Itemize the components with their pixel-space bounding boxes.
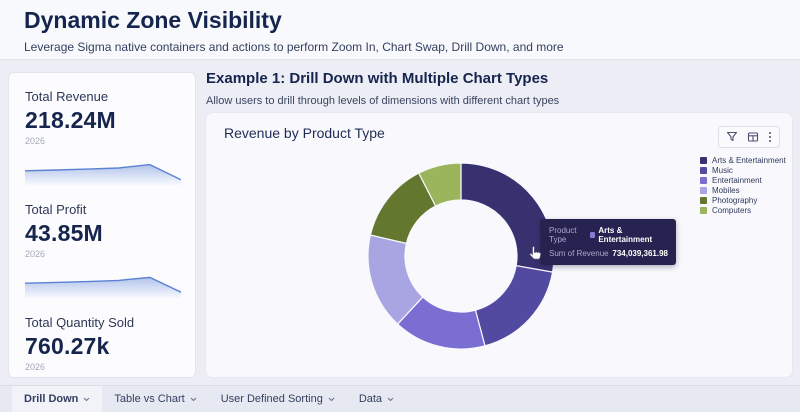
mouse-cursor-hand [528, 246, 542, 266]
tooltip-row-sum-revenue: Sum of Revenue 734,039,361.98 [549, 249, 668, 258]
legend-item[interactable]: Entertainment [700, 176, 786, 185]
kpi-label: Total Revenue [25, 89, 109, 104]
tab-data[interactable]: Data [347, 386, 406, 412]
chart-legend: Arts & Entertainment Music Entertainment… [700, 156, 786, 215]
example-section-subtitle: Allow users to drill through levels of d… [206, 95, 560, 107]
bottom-tab-bar: Drill Down Table vs Chart User Defined S… [0, 385, 800, 412]
tab-table-vs-chart[interactable]: Table vs Chart [102, 386, 208, 412]
tab-user-defined-sorting[interactable]: User Defined Sorting [209, 386, 347, 412]
chart-title: Revenue by Product Type [224, 125, 385, 141]
donut-chart [367, 162, 555, 350]
kebab-menu-icon[interactable] [768, 131, 772, 143]
legend-label: Computers [712, 206, 752, 215]
tab-drill-down[interactable]: Drill Down [12, 386, 103, 412]
tooltip-value: 734,039,361.98 [612, 249, 668, 258]
chevron-down-icon [190, 397, 197, 402]
legend-swatch-arts-entertainment [700, 157, 707, 164]
chevron-down-icon [328, 397, 335, 402]
example-section-title: Example 1: Drill Down with Multiple Char… [206, 70, 549, 87]
tooltip-row-product-type: Product Type Arts & Entertainment [549, 226, 668, 244]
donut-segment-arts-entertainment[interactable] [460, 162, 555, 273]
tooltip-value: Arts & Entertainment [590, 226, 668, 244]
legend-item[interactable]: Computers [700, 206, 786, 215]
revenue-chart-card: Revenue by Product Type Arts & Entertain… [205, 112, 793, 378]
chart-tooltip: Product Type Arts & Entertainment Sum of… [540, 219, 676, 265]
legend-swatch-photography [700, 197, 707, 204]
legend-item[interactable]: Arts & Entertainment [700, 156, 786, 165]
kpi-period: 2026 [25, 362, 46, 372]
legend-item[interactable]: Photography [700, 196, 786, 205]
filter-icon[interactable] [726, 131, 738, 143]
revenue-sparkline-chart [25, 163, 181, 185]
chevron-down-icon [84, 397, 90, 402]
page-title: Dynamic Zone Visibility [24, 7, 282, 33]
kpi-total-profit: Total Profit 43.85M 2026 [25, 202, 181, 298]
legend-swatch-music [700, 167, 707, 174]
chevron-down-icon [387, 397, 394, 402]
chart-toolbar [718, 126, 780, 148]
tooltip-label: Sum of Revenue [549, 249, 609, 258]
donut-segment-music[interactable] [474, 265, 554, 347]
legend-label: Photography [712, 196, 758, 205]
legend-swatch-entertainment [700, 177, 707, 184]
kpi-label: Total Profit [25, 202, 87, 217]
kpi-period: 2026 [25, 136, 46, 146]
tooltip-label: Product Type [549, 226, 577, 244]
legend-label: Music [712, 166, 733, 175]
kpi-label: Total Quantity Sold [25, 315, 135, 330]
kpi-sidebar-card: Total Revenue 218.24M 2026 Total Profit … [8, 72, 196, 411]
donut-segment-computers[interactable] [418, 162, 462, 207]
legend-label: Mobiles [712, 186, 740, 195]
page-header: Dynamic Zone Visibility Leverage Sigma n… [0, 0, 800, 60]
page-subtitle: Leverage Sigma native containers and act… [24, 40, 564, 54]
legend-swatch-mobiles [700, 187, 707, 194]
legend-label: Arts & Entertainment [712, 156, 786, 165]
kpi-value: 43.85M [25, 220, 103, 246]
legend-swatch-computers [700, 207, 707, 214]
kpi-value: 760.27k [25, 333, 110, 359]
kpi-total-revenue: Total Revenue 218.24M 2026 [25, 89, 181, 185]
kpi-period: 2026 [25, 249, 46, 259]
kpi-value: 218.24M [25, 107, 116, 133]
profit-sparkline-chart [25, 276, 181, 298]
legend-label: Entertainment [712, 176, 762, 185]
legend-item[interactable]: Mobiles [700, 186, 786, 195]
table-icon[interactable] [747, 131, 759, 143]
legend-item[interactable]: Music [700, 166, 786, 175]
tooltip-swatch [590, 232, 596, 238]
